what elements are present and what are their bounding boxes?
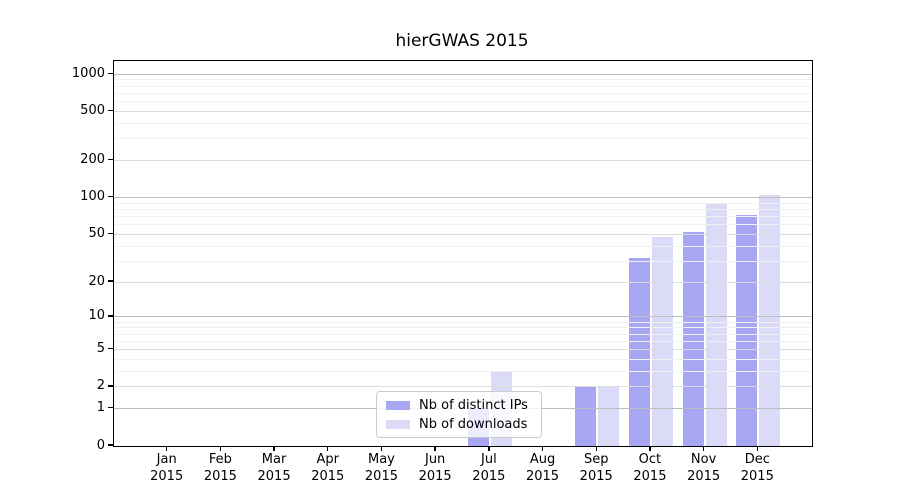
y-tick-mark	[108, 158, 113, 161]
y-tick-mark	[108, 232, 113, 235]
gridline	[114, 92, 812, 94]
gridline	[114, 340, 812, 342]
y-tick-label: 2	[96, 378, 105, 394]
x-tick-label: Mar 2015	[257, 452, 291, 484]
y-tick-mark	[108, 407, 113, 409]
gridline	[114, 349, 812, 351]
gridline	[114, 224, 812, 226]
x-tick-mark	[219, 446, 222, 451]
x-tick-label: Apr 2015	[311, 452, 345, 484]
x-tick-mark	[327, 446, 329, 451]
y-tick-label: 50	[88, 225, 105, 241]
legend-label-downloads: Nb of downloads	[419, 416, 528, 432]
x-tick-mark	[165, 446, 168, 451]
legend-item-downloads: Nb of downloads	[386, 417, 532, 432]
y-tick-mark	[108, 109, 113, 112]
x-tick-mark	[756, 446, 758, 451]
y-tick-label: 1	[96, 400, 105, 416]
gridline	[114, 245, 812, 247]
y-tick-label: 1000	[71, 65, 105, 81]
gridline	[114, 138, 812, 140]
y-tick-label: 200	[80, 152, 105, 168]
gridline	[114, 321, 812, 323]
x-tick-label: Jul 2015	[472, 452, 506, 484]
gridline	[114, 281, 812, 283]
gridline	[114, 160, 812, 162]
legend-swatch-ips-icon	[386, 400, 410, 410]
x-tick-mark	[434, 446, 436, 451]
x-tick-mark	[273, 446, 275, 451]
grid-layer	[114, 61, 812, 446]
x-tick-label: Jan 2015	[150, 452, 184, 484]
x-tick-mark	[488, 446, 490, 451]
x-tick-mark	[595, 446, 597, 451]
legend-swatch-downloads-icon	[386, 419, 410, 429]
gridline	[114, 370, 812, 372]
y-tick-label: 5	[96, 341, 105, 357]
legend-item-distinct-ips: Nb of distinct IPs	[386, 398, 532, 413]
chart-title: hierGWAS 2015	[395, 31, 529, 51]
bar-distinct-ips	[736, 215, 758, 446]
y-tick-label: 10	[88, 308, 105, 324]
x-tick-label: Nov 2015	[687, 452, 721, 484]
gridline	[114, 260, 812, 262]
gridline	[114, 85, 812, 87]
gridline	[114, 73, 812, 75]
gridline	[114, 233, 812, 235]
y-tick-mark	[108, 280, 113, 282]
bar-distinct-ips	[575, 386, 597, 446]
x-tick-label: Oct 2015	[633, 452, 667, 484]
gridline	[114, 110, 812, 112]
x-tick-mark	[380, 446, 383, 451]
legend: Nb of distinct IPs Nb of downloads	[376, 391, 542, 438]
y-tick-mark	[108, 72, 113, 74]
gridline	[114, 327, 812, 329]
gridline	[114, 358, 812, 360]
plot-area: Nb of distinct IPs Nb of downloads	[113, 60, 813, 447]
bar-downloads	[598, 386, 620, 446]
x-tick-label: Dec 2015	[740, 452, 774, 484]
gridline	[114, 202, 812, 204]
bars-layer	[114, 61, 812, 446]
y-tick-label: 0	[96, 437, 105, 453]
x-tick-label: May 2015	[364, 452, 398, 484]
gridline	[114, 386, 812, 388]
bar-downloads	[759, 194, 781, 446]
y-tick-mark	[108, 195, 113, 198]
gridline	[114, 197, 812, 199]
x-tick-mark	[541, 446, 544, 451]
gridline	[114, 79, 812, 81]
legend-label-distinct-ips: Nb of distinct IPs	[419, 397, 528, 413]
x-tick-mark	[702, 446, 705, 451]
gridline	[114, 333, 812, 335]
y-tick-label: 20	[88, 273, 105, 289]
bar-downloads	[705, 204, 727, 446]
y-tick-mark	[108, 385, 113, 387]
gridline	[114, 122, 812, 124]
x-tick-label: Aug 2015	[525, 452, 560, 484]
x-tick-label: Jun 2015	[418, 452, 452, 484]
gridline	[114, 209, 812, 211]
y-tick-label: 100	[80, 189, 105, 205]
y-tick-label: 500	[80, 102, 105, 118]
y-tick-mark	[108, 444, 113, 446]
x-tick-label: Feb 2015	[203, 452, 237, 484]
x-tick-label: Sep 2015	[579, 452, 613, 484]
bar-distinct-ips	[682, 232, 704, 446]
y-tick-mark	[108, 315, 113, 317]
x-tick-mark	[649, 446, 651, 451]
gridline	[114, 216, 812, 218]
gridline	[114, 101, 812, 103]
gridline	[114, 316, 812, 318]
y-tick-mark	[108, 347, 113, 350]
bar-distinct-ips	[628, 257, 650, 446]
